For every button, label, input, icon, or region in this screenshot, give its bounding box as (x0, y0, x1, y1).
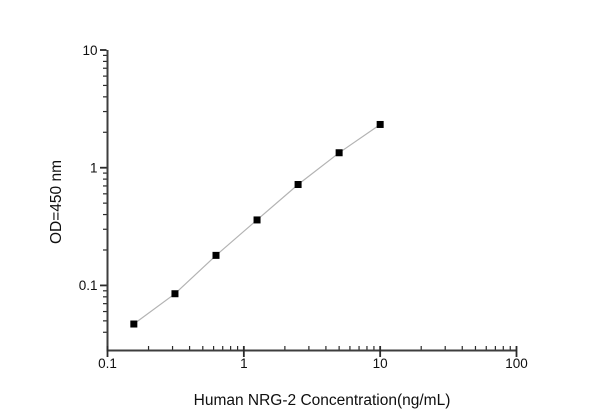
x-tick-label: 0.1 (98, 356, 117, 371)
y-axis-title: OD=450 nm (48, 160, 65, 244)
x-axis-title: Human NRG-2 Concentration(ng/mL) (194, 392, 451, 409)
data-point-marker (253, 216, 261, 224)
axes (106, 50, 517, 352)
series-line (133, 124, 381, 325)
data-point-marker (130, 320, 138, 328)
data-point-marker (212, 251, 220, 259)
data-point-marker (376, 120, 384, 128)
y-tick-label: 10 (82, 43, 97, 58)
data-series (130, 120, 384, 328)
axis-ticks (100, 49, 518, 357)
y-tick-label: 0.1 (79, 278, 98, 293)
y-tick-label: 1 (90, 161, 98, 176)
data-point-marker (335, 149, 343, 157)
x-tick-label: 1 (240, 356, 248, 371)
axis-tick-labels: 0.1 1 10 100 10 1 0.1 (79, 43, 528, 371)
x-tick-label: 100 (505, 356, 528, 371)
data-point-marker (171, 290, 179, 298)
x-tick-label: 10 (373, 356, 388, 371)
data-point-marker (294, 181, 302, 189)
